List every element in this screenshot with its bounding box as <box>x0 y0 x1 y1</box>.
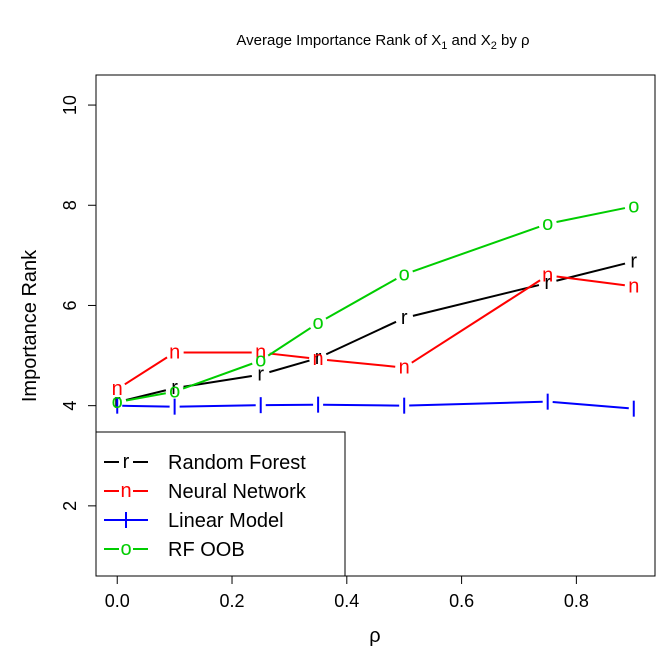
series-linear-model <box>116 393 635 417</box>
legend: r Random Forest n Neural Network Linear Mode… <box>95 431 346 577</box>
data-point: r <box>544 272 551 294</box>
series-line-segment <box>325 277 397 320</box>
data-point: o <box>542 213 553 235</box>
series-line-segment <box>552 401 629 410</box>
series-line-segment <box>409 400 543 407</box>
y-axis-label: Importance Rank <box>19 249 41 402</box>
legend-label: Linear Model <box>168 510 284 532</box>
series-rf-oob: o o o o o o o <box>112 195 640 413</box>
series-line-segment <box>267 327 312 357</box>
series-line-segment <box>326 358 396 368</box>
legend-box <box>95 431 346 577</box>
data-point: r <box>401 307 408 329</box>
y-tick-label: 4 <box>60 401 80 411</box>
legend-item-linear-model: Linear Model <box>104 510 284 532</box>
y-tick-label: 8 <box>60 200 80 210</box>
data-point: n <box>399 357 410 379</box>
data-point: n <box>313 348 324 370</box>
x-tick-label: 0.4 <box>334 591 359 611</box>
data-point: o <box>169 381 180 403</box>
legend-symbol: o <box>120 538 131 560</box>
series-line-segment <box>269 352 310 360</box>
x-axis: 0.0 0.2 0.4 0.6 0.8 <box>105 575 589 611</box>
series-line-segment <box>325 320 397 356</box>
x-tick-label: 0.8 <box>564 591 589 611</box>
legend-symbol-bg <box>119 482 133 499</box>
series-line-segment <box>125 392 166 402</box>
y-tick-label: 2 <box>60 501 80 511</box>
series-layer: rrrrrrrnnnnnnnooooooo <box>112 195 640 417</box>
series-line-segment <box>556 207 626 223</box>
x-tick-label: 0.6 <box>449 591 474 611</box>
data-point: n <box>628 275 639 297</box>
legend-label: Neural Network <box>168 481 307 503</box>
series-line-segment <box>556 275 625 287</box>
series-line-segment <box>412 284 540 317</box>
x-axis-label: ρ <box>369 625 380 647</box>
series-neural-network: n n n n n n n <box>112 264 640 400</box>
data-point: r <box>257 364 264 386</box>
y-axis: 2 4 6 8 10 <box>60 95 97 511</box>
data-point: n <box>542 264 553 286</box>
series-line-segment <box>411 279 541 364</box>
data-point: o <box>313 312 324 334</box>
y-tick-label: 10 <box>60 95 80 115</box>
data-point: n <box>255 342 266 364</box>
legend-label: RF OOB <box>168 539 245 561</box>
series-line-segment <box>182 362 253 390</box>
data-point: o <box>255 350 266 372</box>
legend-symbol-bg <box>119 453 133 470</box>
x-tick-label: 0.2 <box>220 591 245 611</box>
series-line-segment <box>269 359 310 374</box>
data-point: o <box>112 391 123 413</box>
data-point: o <box>399 263 410 285</box>
data-point: r <box>315 347 322 369</box>
series-line-segment <box>122 404 170 408</box>
data-point: r <box>171 377 178 399</box>
data-point: n <box>112 378 123 400</box>
legend-item-neural-network: n Neural Network <box>104 480 307 503</box>
legend-symbol-bg <box>119 540 133 557</box>
y-tick-label: 6 <box>60 300 80 310</box>
series-line-segment <box>412 225 540 273</box>
x-tick-label: 0.0 <box>105 591 130 611</box>
series-random-forest: rrrrrrr <box>114 250 638 413</box>
data-point: o <box>628 195 639 217</box>
legend-item-random-forest: r Random Forest <box>104 451 306 474</box>
legend-symbol: r <box>123 451 130 473</box>
legend-label: Random Forest <box>168 452 306 474</box>
series-line-segment <box>179 404 256 408</box>
data-point: r <box>630 250 637 272</box>
legend-item-rf-oob: o RF OOB <box>104 538 245 561</box>
chart-title: Average Importance Rank of X1 and X2 by … <box>236 32 529 52</box>
data-point: n <box>169 342 180 364</box>
series-line-segment <box>323 403 400 407</box>
series-line-segment <box>124 356 168 386</box>
legend-symbol: n <box>120 480 131 502</box>
